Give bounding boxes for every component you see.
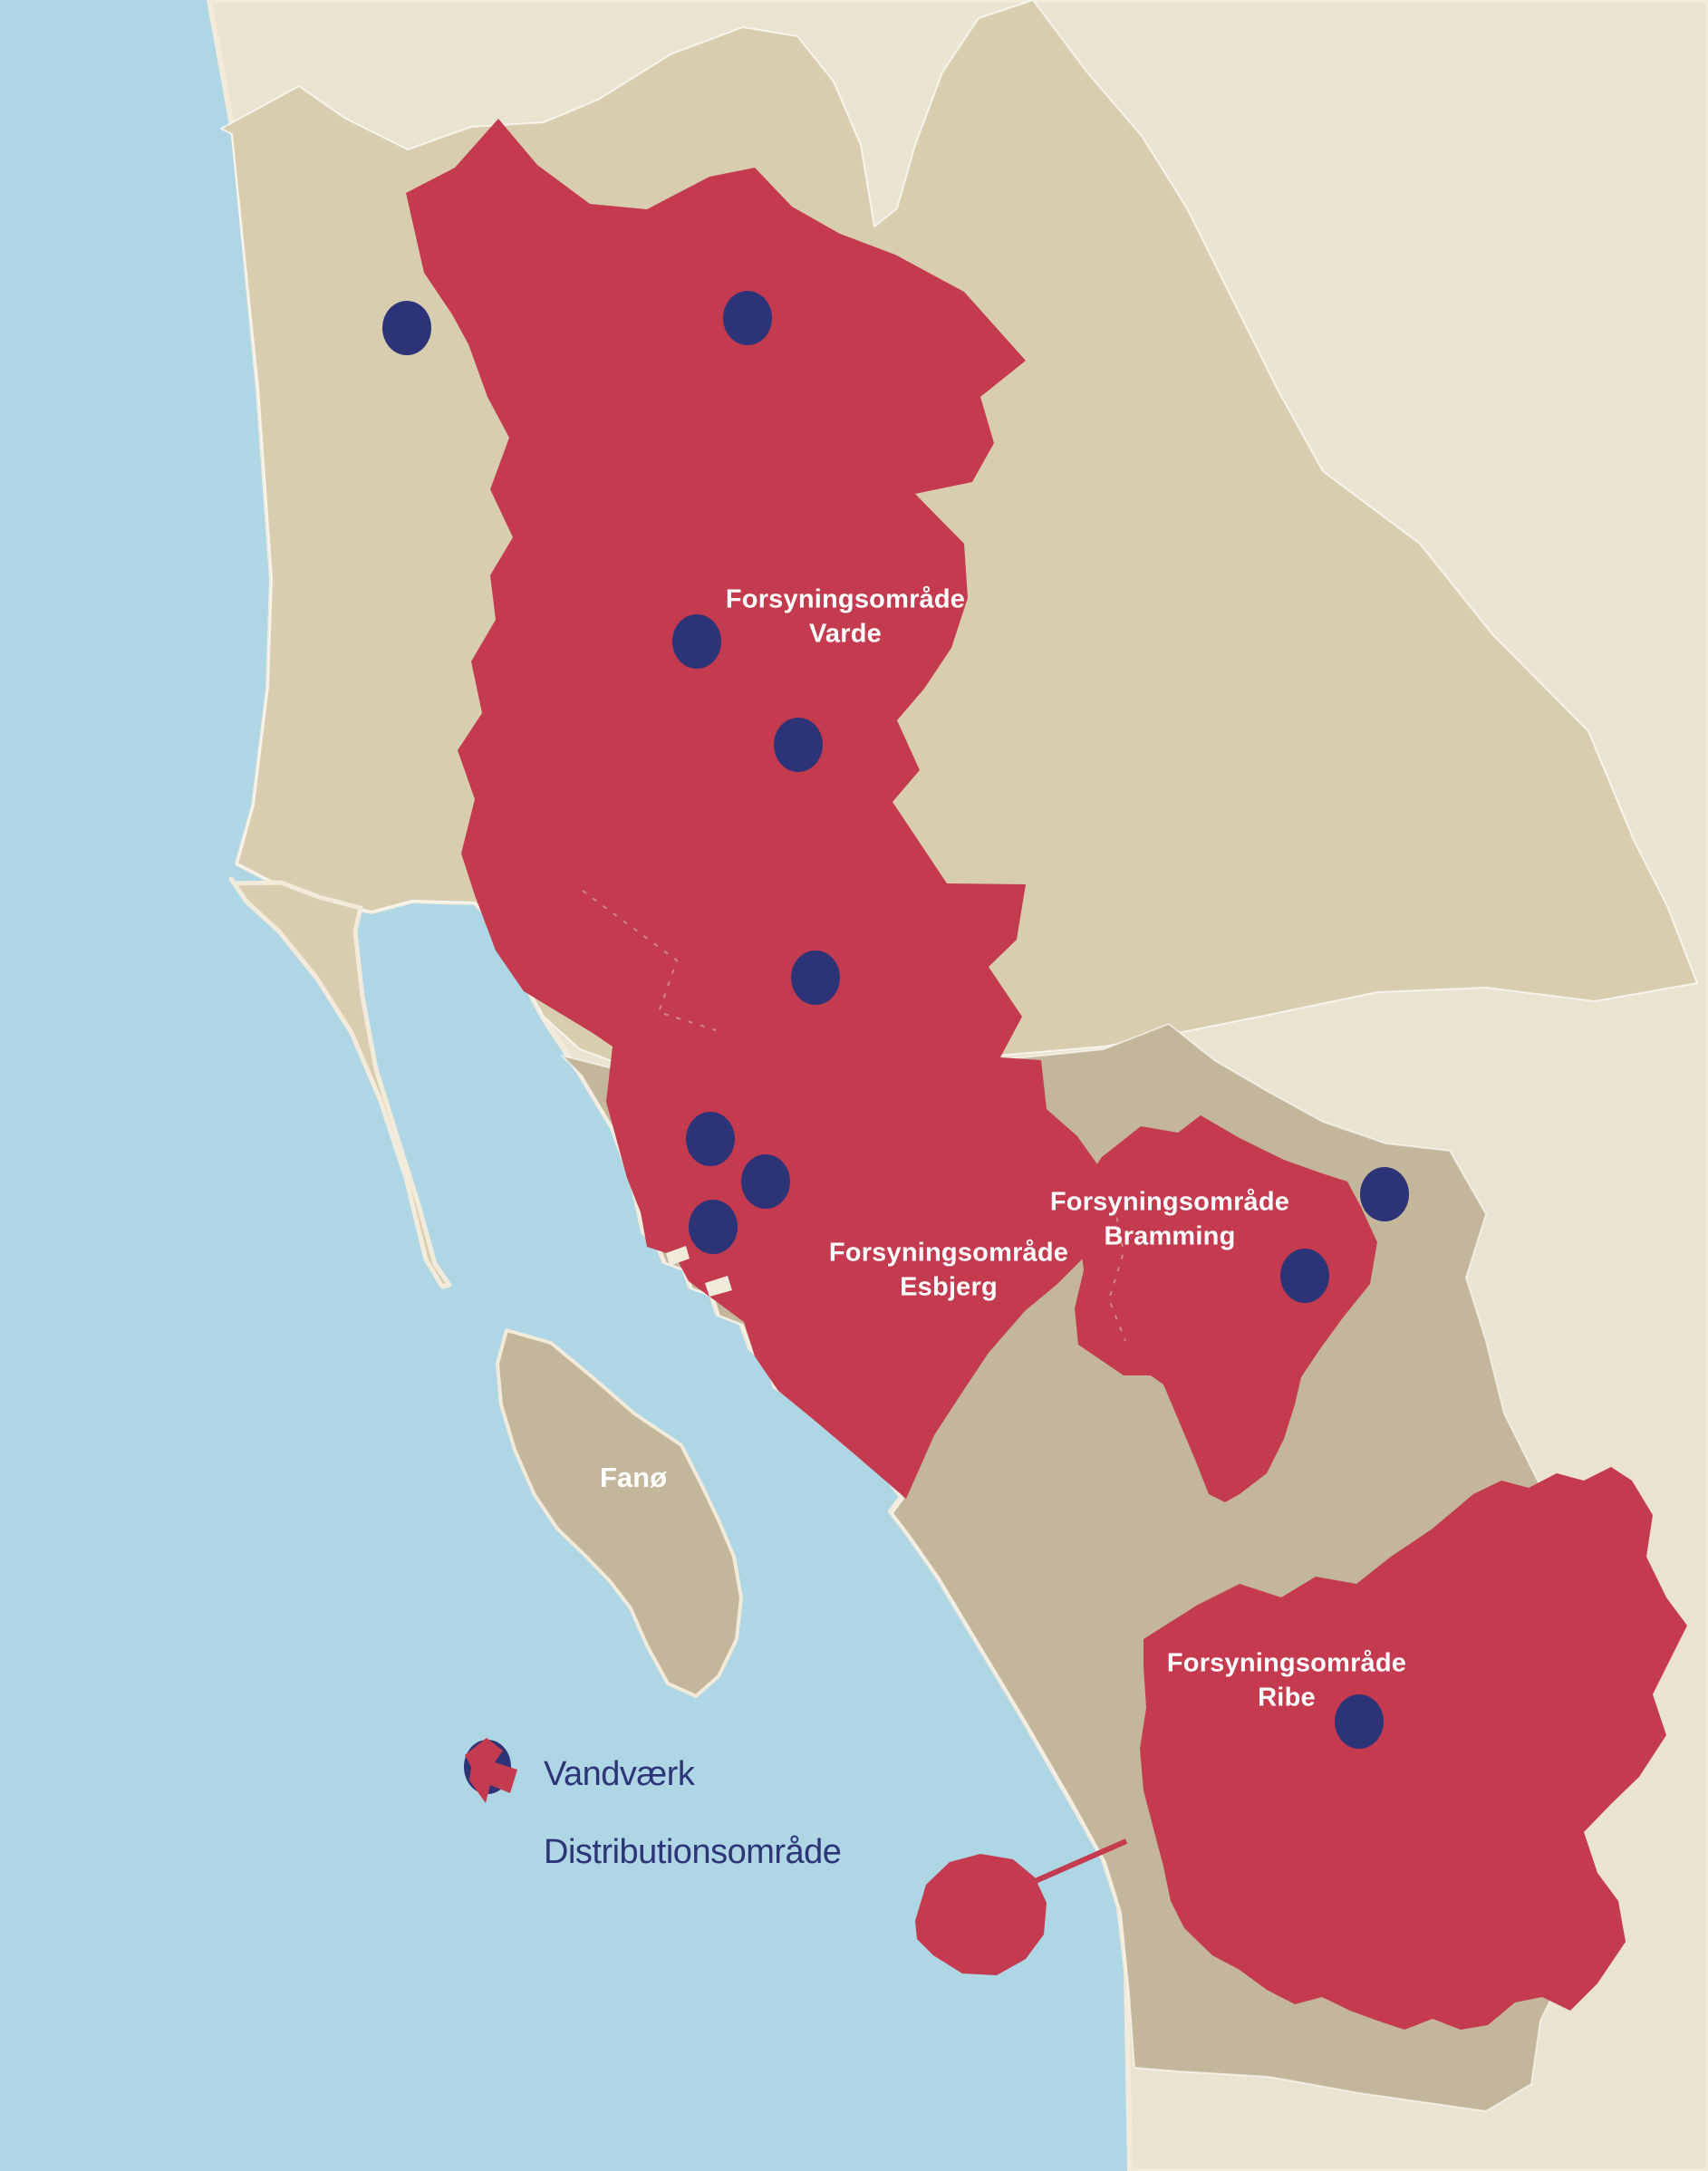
waterworks-dot <box>791 950 840 1005</box>
waterworks-dot <box>382 301 431 355</box>
label-line: Forsyningsområde <box>1166 1648 1407 1678</box>
legend: Vandværk Distributionsområde <box>458 1735 929 1891</box>
label-forsyningsomraade-ribe: Forsyningsområde Ribe <box>1167 1646 1406 1716</box>
label-line: Forsyningsområde <box>828 1238 1069 1268</box>
label-line: Forsyningsområde <box>725 584 966 614</box>
label-line: Forsyningsområde <box>1049 1187 1290 1217</box>
distribution-area-icon <box>465 1738 517 1803</box>
waterworks-dot <box>1280 1249 1329 1303</box>
waterworks-dot <box>672 614 721 669</box>
island-fanoe <box>496 1328 743 1698</box>
distribution-area-varde-esbjerg <box>406 119 1110 1499</box>
label-fanoe: Fanø <box>599 1462 668 1493</box>
waterworks-dot <box>774 718 823 772</box>
distribution-area-mandoe <box>915 1854 1047 1975</box>
distribution-area-bramming <box>1075 1115 1377 1502</box>
waterworks-layer <box>382 291 1409 1749</box>
label-line: Esbjerg <box>900 1273 998 1302</box>
distribution-area-ribe <box>1140 1467 1687 2030</box>
legend-label: Vandværk <box>544 1754 695 1793</box>
legend-item-distributionsomraade: Distributionsområde <box>458 1738 929 1891</box>
waterworks-dot <box>686 1112 735 1166</box>
label-line: Ribe <box>1258 1684 1316 1713</box>
waterworks-dot <box>723 291 772 345</box>
label-forsyningsomraade-varde: Forsyningsområde Varde <box>726 583 965 652</box>
label-line: Varde <box>808 620 882 649</box>
legend-item-vandvaerk: Vandværk <box>458 1735 929 1813</box>
waterworks-dot <box>1360 1167 1409 1221</box>
label-line: Bramming <box>1104 1222 1236 1251</box>
mandoe-causeway <box>1029 1838 1128 1886</box>
label-forsyningsomraade-bramming: Forsyningsområde Bramming <box>1050 1185 1289 1255</box>
harbour-pier <box>705 1276 732 1297</box>
label-forsyningsomraade-esbjerg: Forsyningsområde Esbjerg <box>829 1236 1068 1306</box>
waterworks-dot <box>689 1200 738 1254</box>
waterworks-dot <box>741 1154 790 1209</box>
harbour-pier <box>666 1246 690 1266</box>
legend-label: Distributionsområde <box>544 1832 842 1871</box>
peninsula-skallingen <box>228 876 452 1289</box>
waterworks-dot <box>1335 1694 1384 1749</box>
